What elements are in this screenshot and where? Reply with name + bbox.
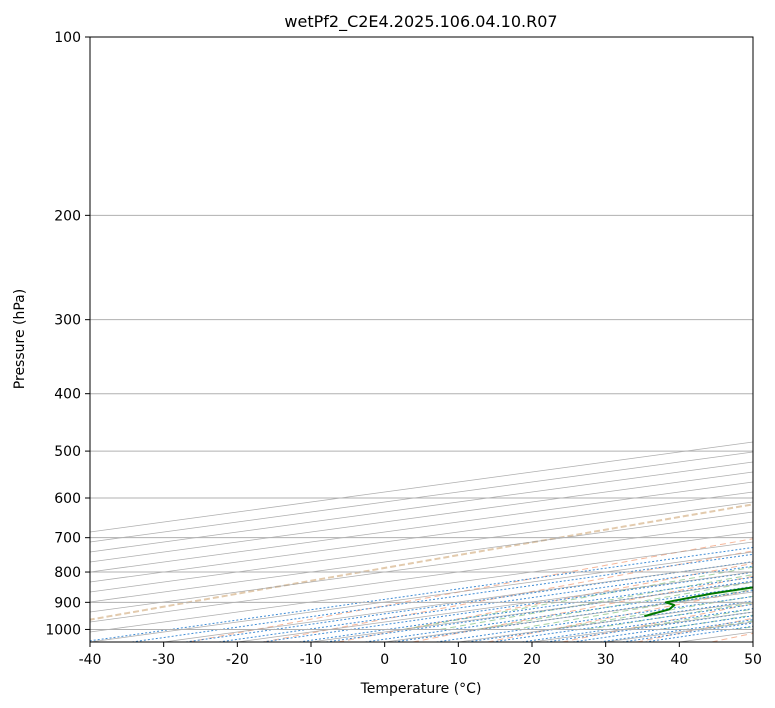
x-tick-label: -40 <box>79 652 102 668</box>
y-tick-label: 600 <box>54 491 81 507</box>
x-tick-label: 50 <box>744 652 762 668</box>
mixing-ratio-line <box>185 561 753 642</box>
x-tick-label: -30 <box>152 652 175 668</box>
y-tick-label: 100 <box>54 30 81 46</box>
isotherm-line <box>90 461 753 553</box>
x-tick-label: -20 <box>226 652 249 668</box>
x-tick-label: 20 <box>523 652 541 668</box>
isotherm-line <box>90 471 753 563</box>
isotherm-line <box>90 491 753 583</box>
y-tick-label: 400 <box>54 387 81 403</box>
mixing-ratio-line <box>365 585 753 642</box>
dry-adiabat-line <box>338 562 753 642</box>
dry-adiabat-line <box>412 575 753 642</box>
dry-adiabat-line <box>188 538 753 642</box>
isotherm-line <box>90 501 753 593</box>
mixing-ratio-line <box>326 580 753 642</box>
x-tick-label: -10 <box>300 652 323 668</box>
y-axis-title: Pressure (hPa) <box>12 289 28 389</box>
y-tick-label: 200 <box>54 208 81 224</box>
y-tick-label: 1000 <box>45 622 81 638</box>
grid-layer <box>90 37 753 642</box>
mixing-ratio-line <box>262 571 753 642</box>
isopleth-layer <box>90 503 753 642</box>
x-tick-label: 30 <box>597 652 615 668</box>
y-tick-label: 500 <box>54 444 81 460</box>
isotherm-line <box>90 451 753 543</box>
x-axis-title: Temperature (°C) <box>360 681 482 697</box>
y-tick-label: 800 <box>54 565 81 581</box>
isotherm-line <box>90 481 753 573</box>
chart-title: wetPf2_C2E4.2025.106.04.10.R07 <box>284 12 557 32</box>
y-tick-label: 900 <box>54 595 81 611</box>
isotherm-line <box>90 531 753 623</box>
moist-adiabat-line <box>440 574 753 630</box>
y-tick-label: 700 <box>54 531 81 547</box>
mixing-ratio-line <box>90 546 753 642</box>
x-tick-label: 40 <box>670 652 688 668</box>
tick-layer: -40 -30 -20 -10 0 10 20 30 40 50 100 200 300 400 500 60… <box>45 30 762 668</box>
x-tick-label: 10 <box>449 652 467 668</box>
mixing-ratio-line <box>218 565 753 642</box>
moist-adiabat-line <box>477 581 753 630</box>
plot-frame <box>89 36 754 643</box>
mixing-ratio-line <box>572 615 753 642</box>
mixing-ratio-line <box>299 576 753 642</box>
isotherm-line <box>90 511 753 603</box>
x-tick-label: 0 <box>380 652 389 668</box>
y-tick-label: 300 <box>54 313 81 329</box>
isotherm-line <box>90 521 753 613</box>
